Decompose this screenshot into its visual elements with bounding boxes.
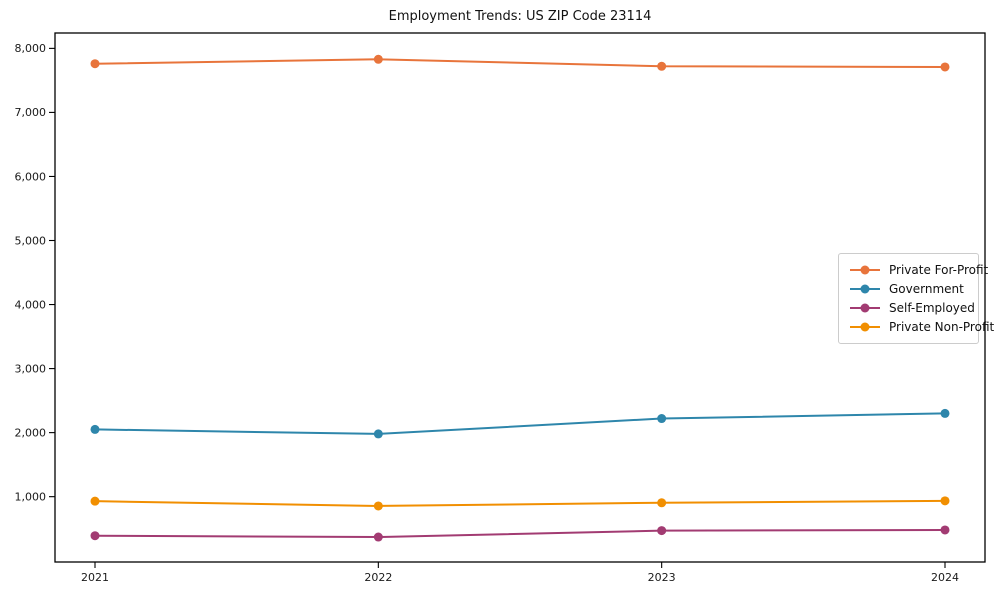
plot-border [54,32,986,563]
legend-item: Private For-Profit [849,263,988,277]
legend-label: Private For-Profit [889,263,989,277]
data-point [90,531,100,541]
data-point [940,408,950,418]
x-tick-label: 2023 [648,571,676,584]
legend-item: Self-Employed [849,301,975,315]
legend-marker-icon [850,284,880,294]
chart-title: Employment Trends: US ZIP Code 23114 [388,9,652,24]
series-line [94,528,946,539]
data-point [90,59,100,69]
y-tick-label: 3,000 [15,362,47,375]
data-point [940,525,950,535]
legend-item: Private Non-Profit [849,320,994,334]
legend: Private For-Profit Government Self-Employe… [838,253,994,344]
data-point [657,61,667,71]
y-tick-label: 7,000 [15,106,47,119]
y-tick-label: 2,000 [15,426,47,439]
legend-marker-icon [850,265,880,275]
data-point [657,498,667,508]
y-tick-label: 5,000 [15,234,47,247]
series-line [94,58,946,68]
y-tick-label: 4,000 [15,298,47,311]
data-point [373,501,383,511]
data-point [940,62,950,72]
legend-item: Government [849,282,968,296]
series-line [94,412,946,435]
legend-label: Government [889,282,964,296]
x-tick-label: 2022 [364,571,392,584]
x-tick-label: 2024 [931,571,959,584]
legend-label: Self-Employed [889,301,975,315]
data-point [90,496,100,506]
y-tick-label: 6,000 [15,170,47,183]
y-tick-label: 1,000 [15,490,47,503]
data-point [373,54,383,64]
legend-marker-icon [850,322,880,332]
x-tick-label: 2021 [81,571,109,584]
data-point [90,424,100,434]
data-point [657,526,667,536]
legend-marker-icon [850,303,880,313]
legend-label: Private Non-Profit [889,320,995,334]
data-point [657,414,667,424]
data-point [373,429,383,439]
data-point [940,496,950,506]
data-point [373,532,383,542]
series-line [94,499,946,507]
y-tick-label: 8,000 [15,42,47,55]
